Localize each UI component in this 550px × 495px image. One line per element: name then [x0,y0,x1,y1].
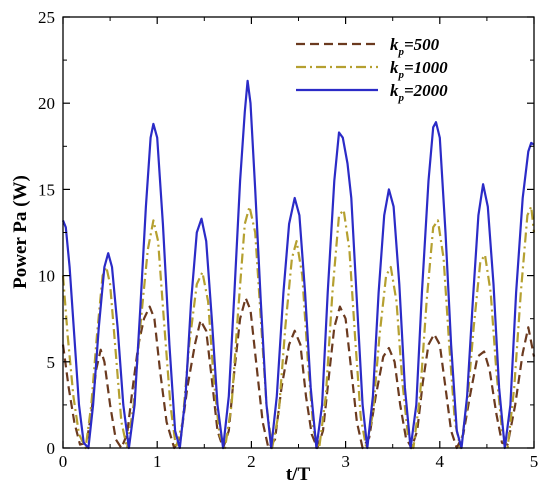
x-tick-label: 4 [436,452,445,471]
y-tick-label: 5 [47,353,56,372]
y-tick-label: 25 [38,8,55,27]
x-tick-label: 0 [59,452,68,471]
x-tick-label: 5 [530,452,539,471]
legend-value: =2000 [404,81,448,100]
legend-label-3: kp=2000 [390,81,448,104]
legend-prefix: k [390,81,399,100]
x-tick-label: 1 [153,452,162,471]
legend-label-1: kp=500 [390,35,440,58]
legend-subscript: p [398,46,405,58]
y-tick-label: 0 [47,439,56,458]
legend-value: =500 [404,35,440,54]
legend-prefix: k [390,58,399,77]
series-line-3 [61,79,535,450]
legend-label-2: kp=1000 [390,58,448,81]
y-axis-label: Power Pa (W) [10,175,31,289]
legend-value: =1000 [404,58,448,77]
legend-prefix: k [390,35,399,54]
legend-subscript: p [398,69,405,81]
x-axis-label: t/T [286,464,311,485]
y-tick-label: 15 [38,180,55,199]
y-tick-label: 20 [38,94,55,113]
plot-area [61,79,536,450]
legend-subscript: p [398,92,405,104]
series-line-1 [61,296,536,450]
x-tick-label: 3 [341,452,350,471]
x-tick-label: 2 [247,452,256,471]
y-tick-label: 10 [38,267,55,286]
axis-ticks: 0 1 2 3 4 5 0 5 10 15 20 25 [38,8,538,471]
